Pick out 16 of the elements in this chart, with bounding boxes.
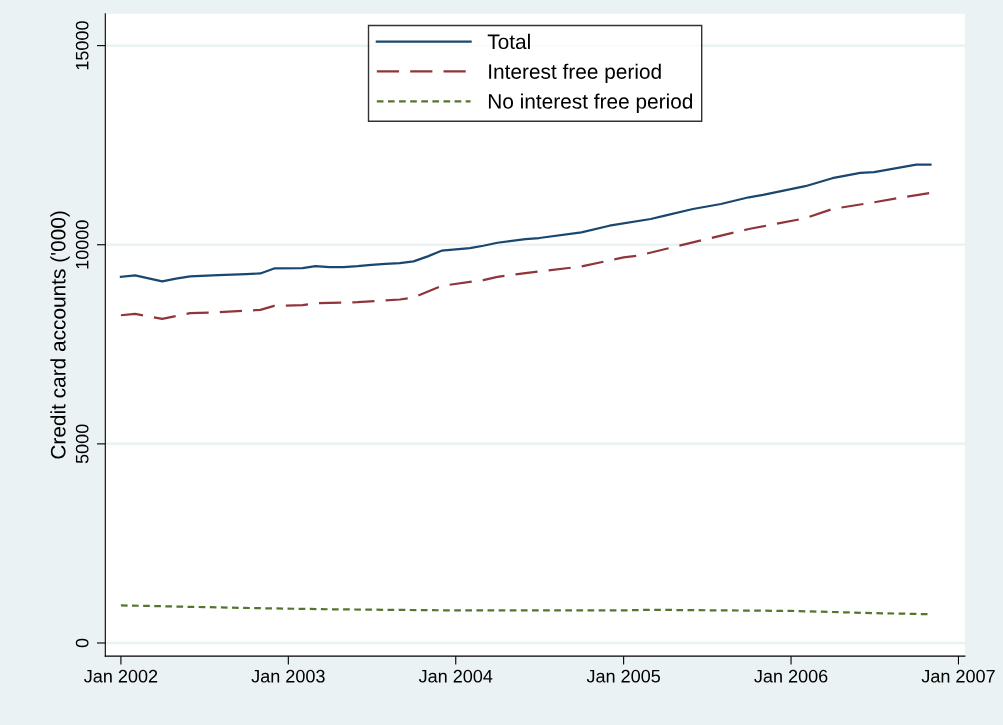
x-tick-label: Jan 2002 xyxy=(84,669,158,683)
line-series xyxy=(119,191,932,321)
x-tick-label: Jan 2003 xyxy=(251,669,325,683)
line-series xyxy=(119,163,932,283)
y-tick-label: 10000 xyxy=(75,220,89,269)
x-tick-label: Jan 2006 xyxy=(754,669,828,683)
legend-label: Total xyxy=(487,33,530,50)
y-axis-title: Credit card accounts ('000) xyxy=(50,211,70,459)
y-tick-label: 15000 xyxy=(75,21,89,70)
y-tick-label: 0 xyxy=(75,638,89,648)
y-tick-label: 5000 xyxy=(75,424,89,464)
x-tick-label: Jan 2007 xyxy=(921,669,995,683)
legend-label: No interest free period xyxy=(488,93,693,113)
x-tick-label: Jan 2004 xyxy=(418,669,493,683)
legend-label: Interest free period xyxy=(489,63,661,84)
x-tick-label: Jan 2005 xyxy=(586,669,661,683)
